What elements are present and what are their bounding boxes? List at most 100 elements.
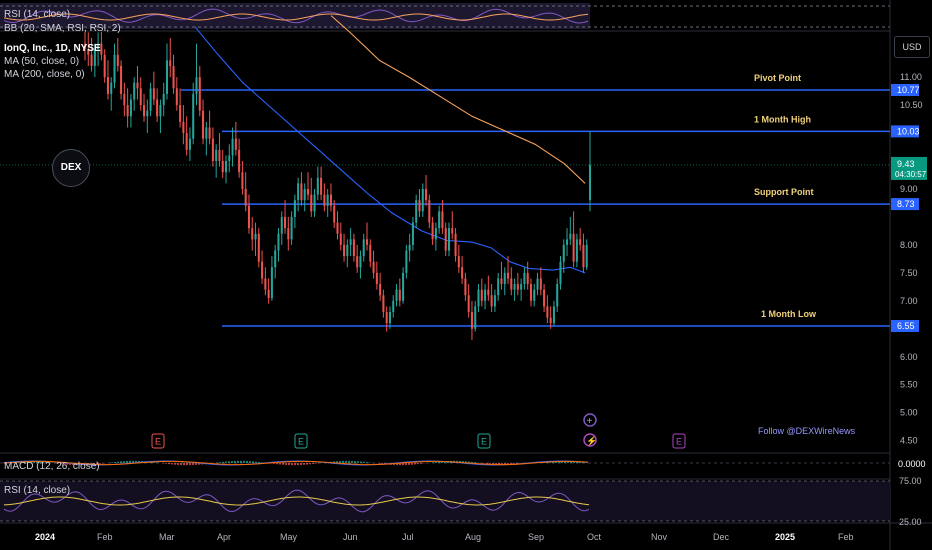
candle-body — [290, 216, 293, 240]
candle-body — [572, 233, 575, 262]
candle-body — [343, 244, 346, 257]
candle-body — [169, 60, 172, 66]
level-price-label: 6.55 — [897, 321, 915, 331]
bb-legend: BB (20, SMA, RSI, RSI, 2) — [4, 23, 121, 34]
time-tick-label: May — [280, 532, 298, 542]
candle-body — [241, 172, 244, 189]
candle-body — [323, 194, 326, 206]
candle-body — [320, 177, 323, 195]
macd-legend: MACD (12, 26, close) — [4, 461, 100, 472]
candle-body — [123, 93, 126, 106]
rsi-band — [0, 481, 890, 521]
candle-body — [336, 222, 339, 234]
candle-body — [392, 300, 395, 313]
candle-body — [175, 88, 178, 106]
candle-body — [251, 228, 254, 240]
candle-body — [362, 239, 365, 257]
candle-body — [454, 233, 457, 257]
candle-body — [300, 183, 303, 201]
candle-body — [415, 200, 418, 223]
candle-body — [316, 177, 319, 195]
level-price-tag — [891, 320, 919, 332]
macd-value-label: 0.0000 — [898, 459, 926, 469]
candle-body — [218, 149, 221, 162]
candle-body — [257, 233, 260, 262]
candle-body — [503, 272, 506, 285]
top-rsi-legend: RSI (14, close) — [4, 9, 71, 20]
level-price-label: 8.73 — [897, 199, 915, 209]
candle-body — [552, 306, 555, 324]
candle-body — [172, 65, 175, 89]
candle-body — [372, 261, 375, 273]
candle-body — [159, 105, 162, 117]
candle-body — [126, 105, 129, 117]
rsi-lower-label: 25.00 — [899, 517, 922, 527]
candle-body — [352, 239, 355, 257]
candle-body — [359, 256, 362, 268]
candle-body — [254, 233, 257, 240]
earnings-icon — [672, 433, 686, 449]
candle-body — [329, 194, 332, 206]
candle-body — [234, 138, 237, 150]
candle-body — [146, 110, 149, 117]
price-tick-label: 6.00 — [900, 352, 918, 362]
candle-body — [405, 250, 408, 273]
time-tick-label: Nov — [651, 532, 668, 542]
candle-body — [228, 155, 231, 162]
candle-body — [546, 306, 549, 318]
candle-body — [238, 149, 241, 173]
candle-body — [408, 244, 411, 251]
candle-body — [313, 194, 316, 212]
price-tick-label: 9.00 — [900, 184, 918, 194]
candle-body — [156, 99, 159, 117]
level-name-label: Pivot Point — [754, 73, 801, 83]
candle-body — [444, 228, 447, 251]
time-tick-label: Jun — [343, 532, 358, 542]
last-price-countdown: 04:30:57 — [895, 170, 927, 179]
candle-body — [480, 289, 483, 301]
rsi-ma-line — [3, 496, 590, 506]
candle-body — [333, 205, 336, 223]
candle-body — [388, 312, 391, 324]
time-tick-label: Sep — [528, 532, 544, 542]
rsi-legend: RSI (14, close) — [4, 485, 71, 496]
candle-body — [349, 239, 352, 245]
candle-body — [274, 250, 277, 268]
candle-body — [365, 239, 369, 245]
last-price-label: 9.43 — [897, 159, 915, 169]
earnings-icon — [477, 433, 491, 449]
candle-body — [356, 256, 359, 268]
candle-body — [402, 272, 405, 301]
price-tick-label: 5.50 — [900, 380, 918, 390]
candle-body — [461, 267, 464, 279]
candle-body — [520, 284, 523, 290]
candle-body — [375, 272, 378, 285]
candle-body — [93, 49, 96, 66]
candle-body — [152, 88, 155, 100]
candle-body — [261, 261, 264, 279]
candle-body — [182, 121, 185, 134]
price-tick-label: 8.00 — [900, 240, 918, 250]
candle-body — [585, 244, 588, 268]
split-event-icon-label: ⚡ — [586, 435, 597, 447]
price-tick-label: 10.50 — [900, 100, 923, 110]
candle-body — [192, 93, 195, 139]
candle-body — [523, 272, 526, 285]
candle-body — [510, 278, 513, 290]
split-event-icon — [583, 433, 597, 447]
candle-body — [566, 239, 569, 245]
top-rsi-band — [0, 3, 590, 29]
level-name-label: Support Point — [754, 187, 814, 197]
candle-body — [539, 278, 542, 290]
candle-body — [139, 88, 142, 106]
time-tick-label: Feb — [97, 532, 113, 542]
level-name-label: 1 Month High — [754, 114, 811, 124]
time-tick-label: Apr — [217, 532, 231, 542]
earnings-icon-label: E — [298, 437, 304, 447]
candle-body — [441, 211, 444, 229]
currency-selector[interactable]: USD — [894, 36, 930, 58]
price-tick-label: 4.50 — [900, 436, 918, 446]
candle-body — [451, 228, 454, 234]
time-tick-label: Aug — [465, 532, 481, 542]
